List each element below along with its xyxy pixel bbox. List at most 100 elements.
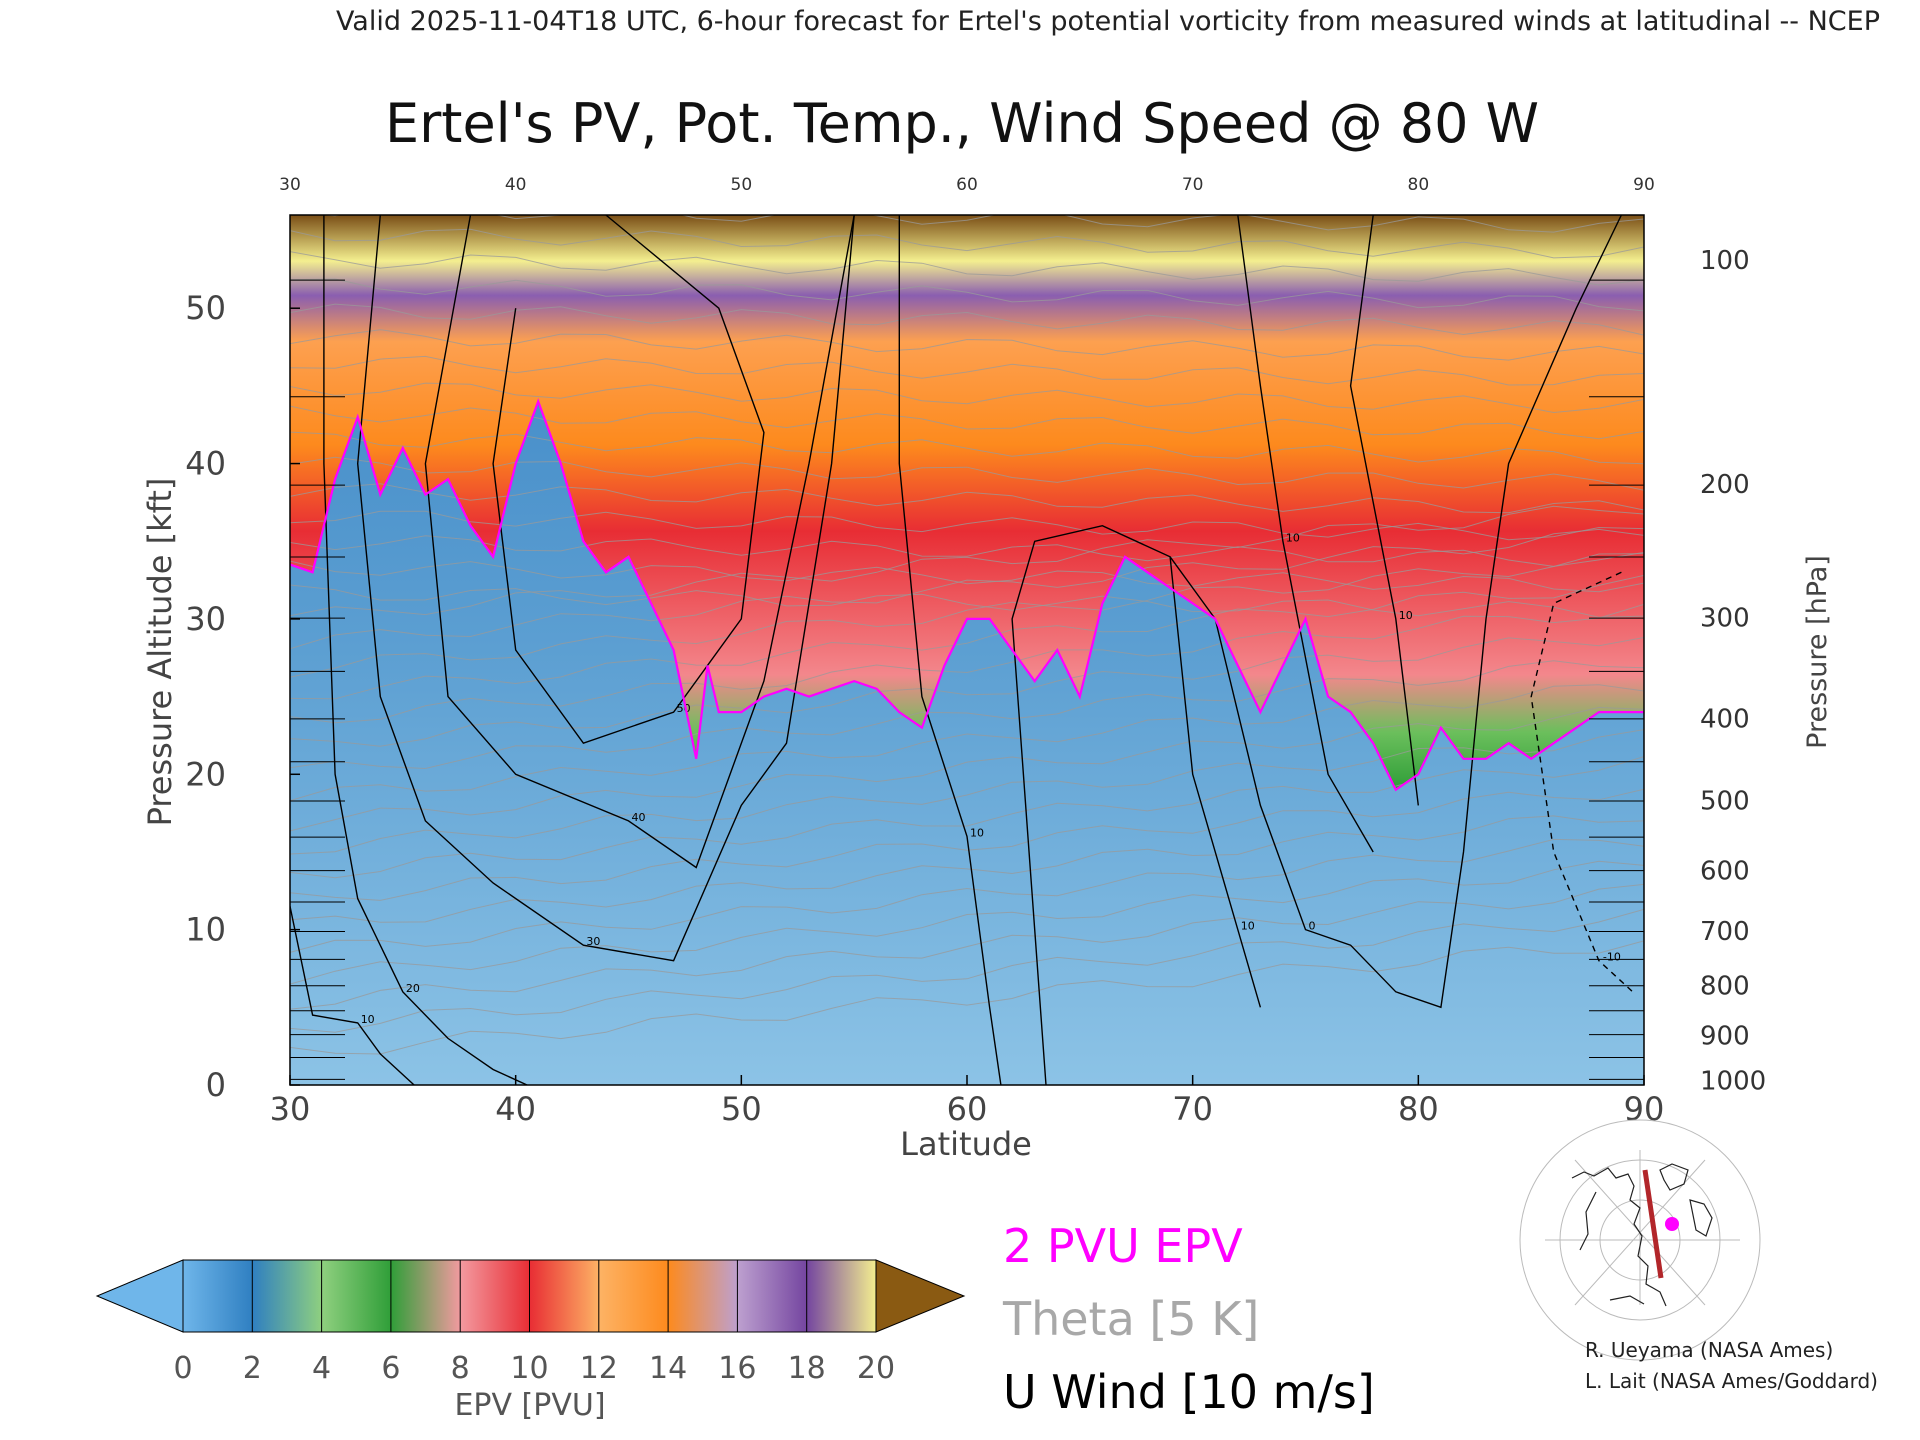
x-tick-label: 40 xyxy=(495,1090,536,1128)
easterly-contour-label: -10 xyxy=(1603,951,1621,964)
colorbar-segment xyxy=(321,1260,392,1332)
colorbar-segment xyxy=(806,1260,877,1332)
theta-contour xyxy=(290,329,1644,361)
cross-section-track xyxy=(1642,1169,1664,1279)
theta-contour xyxy=(319,215,1644,233)
colorbar-tick-label: 6 xyxy=(381,1351,400,1386)
x-tick-label: 30 xyxy=(270,1090,311,1128)
figure-header: Valid 2025-11-04T18 UTC, 6-hour forecast… xyxy=(336,6,1880,37)
top-tick-label: 70 xyxy=(1182,175,1204,195)
plot-area: 10 20 30 40 50 10 0 10 10 10 -10 xyxy=(290,215,1644,1085)
legend-theta: Theta [5 K] xyxy=(1002,1292,1259,1346)
colorbar-tick-label: 10 xyxy=(510,1351,548,1386)
top-tick-label: 50 xyxy=(731,175,753,195)
colorbar-segment xyxy=(598,1260,669,1332)
top-tick-label: 40 xyxy=(505,175,527,195)
map-marker xyxy=(1665,1217,1679,1231)
colorbar-segment xyxy=(668,1260,738,1332)
theta-contour xyxy=(290,505,1644,617)
colorbar-segment xyxy=(737,1260,808,1332)
theta-contour xyxy=(290,553,1644,678)
y-tick-label: 30 xyxy=(185,600,226,638)
theta-contour xyxy=(290,660,1644,770)
colorbar-segment xyxy=(460,1260,530,1332)
theta-contour xyxy=(290,940,1644,1055)
top-axis: 30 40 50 60 70 80 90 xyxy=(279,175,1655,195)
x-tick-label: 60 xyxy=(947,1090,988,1128)
u-wind-contour xyxy=(356,215,855,962)
theta-contour xyxy=(290,560,1644,593)
y-axis-right-label: Pressure [hPa] xyxy=(1802,555,1833,749)
theta-contour xyxy=(290,637,1644,747)
u-wind-contour-label: 30 xyxy=(586,935,600,948)
u-wind-contour-label: 10 xyxy=(1241,920,1255,933)
easterly-contour xyxy=(1530,571,1634,993)
pressure-tick-label: 100 xyxy=(1700,246,1750,276)
theta-contour xyxy=(290,483,1644,514)
u-wind-contour xyxy=(1011,215,1623,1085)
colorbar-tick-label: 8 xyxy=(451,1351,470,1386)
colorbar-label: EPV [PVU] xyxy=(454,1388,605,1423)
u-wind-contour xyxy=(290,906,415,1085)
theta-contour xyxy=(290,908,1644,1033)
theta-contour xyxy=(290,684,1644,802)
y-tick-label: 0 xyxy=(206,1066,226,1104)
pressure-tick-label: 500 xyxy=(1700,787,1750,817)
pressure-tick-label: 1000 xyxy=(1700,1066,1766,1096)
u-wind-contour-label: 10 xyxy=(1286,531,1300,544)
pressure-tick-marks xyxy=(290,279,1644,1080)
pressure-tick-label: 700 xyxy=(1700,917,1750,947)
theta-contour xyxy=(290,574,1644,700)
theta-contour xyxy=(290,729,1644,855)
x-tick-label: 80 xyxy=(1398,1090,1439,1128)
u-wind-contour xyxy=(1237,215,1374,853)
locator-map xyxy=(1519,1119,1761,1361)
u-wind-contour-label: 10 xyxy=(970,826,984,839)
pressure-tick-label: 800 xyxy=(1700,972,1750,1002)
u-wind-contour-label: 20 xyxy=(406,982,420,995)
y-tick-label: 10 xyxy=(185,911,226,949)
theta-contour xyxy=(290,756,1644,879)
top-tick-label: 30 xyxy=(279,175,301,195)
y-axis-right: 100 200 300 400 500 600 700 800 900 1000 xyxy=(1700,246,1766,1096)
u-wind-contour-label: 0 xyxy=(1309,920,1316,933)
theta-contour xyxy=(290,431,1644,465)
theta-contour xyxy=(290,706,1644,832)
pressure-tick-label: 600 xyxy=(1700,857,1750,887)
u-wind-contour-label: 10 xyxy=(361,1013,375,1026)
theta-contour xyxy=(290,528,1644,650)
theta-contour xyxy=(290,788,1644,901)
pressure-tick-label: 400 xyxy=(1700,704,1750,734)
x-axis: 30 40 50 60 70 80 90 xyxy=(270,1075,1665,1128)
colorbar-tick-label: 18 xyxy=(788,1351,826,1386)
theta-contour xyxy=(290,228,1644,259)
x-tick-label: 50 xyxy=(721,1090,762,1128)
theta-contour xyxy=(290,535,1644,567)
colorbar-tick-label: 20 xyxy=(857,1351,895,1386)
colorbar-segment xyxy=(183,1260,253,1332)
theta-contour xyxy=(290,355,1644,386)
x-tick-label: 70 xyxy=(1172,1090,1213,1128)
colorbar-tick-label: 12 xyxy=(580,1351,618,1386)
colorbar-tick-label: 2 xyxy=(243,1351,262,1386)
pressure-tick-label: 200 xyxy=(1700,470,1750,500)
map-coastline xyxy=(1571,1163,1713,1307)
colorbar-segment xyxy=(252,1260,323,1332)
theta-contour xyxy=(290,510,1644,541)
y-axis-left-label: Pressure Altitude [kft] xyxy=(141,478,179,827)
stratosphere-field xyxy=(290,215,1644,790)
theta-contour xyxy=(290,883,1644,1010)
u-wind-contour xyxy=(898,215,1002,1085)
colorbar-segment xyxy=(390,1260,461,1332)
theta-contours xyxy=(290,215,1644,1055)
colorbar-tick-label: 4 xyxy=(312,1351,331,1386)
colorbar-tick-label: 14 xyxy=(649,1351,687,1386)
u-wind-contour xyxy=(1349,215,1419,806)
pressure-tick-label: 300 xyxy=(1700,603,1750,633)
x-tick-label: 90 xyxy=(1624,1090,1665,1128)
pressure-tick-label: 900 xyxy=(1700,1021,1750,1051)
theta-contour xyxy=(290,382,1644,414)
theta-contour xyxy=(290,584,1644,618)
theta-contour xyxy=(290,405,1644,440)
